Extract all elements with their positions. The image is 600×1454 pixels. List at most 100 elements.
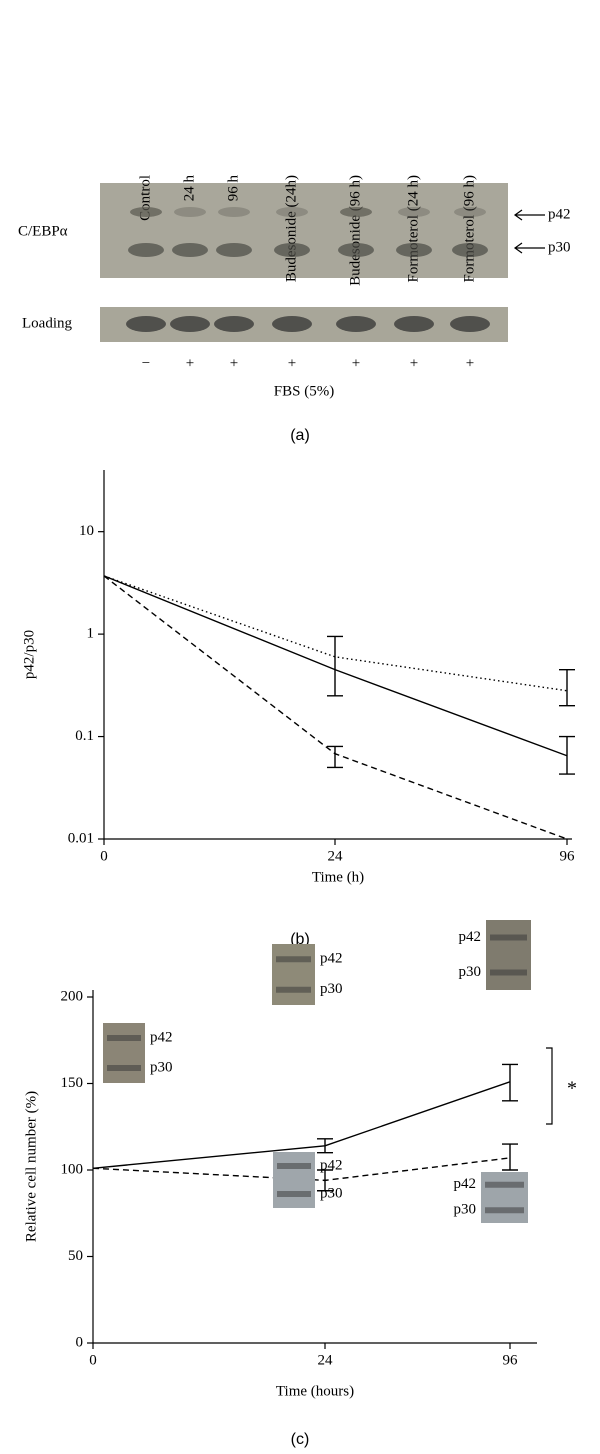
band-arrows [513, 209, 545, 254]
band [274, 243, 310, 257]
band [340, 207, 372, 217]
line [103, 575, 568, 840]
band [276, 207, 308, 217]
band [452, 243, 488, 257]
band [396, 243, 432, 257]
band [214, 316, 254, 332]
inset-band [485, 1207, 524, 1214]
lane-label: Budesonide (96 h) [347, 175, 363, 286]
y-tick-label: 150 [61, 1075, 84, 1091]
band [336, 316, 376, 332]
band [450, 316, 490, 332]
x-axis-label: Time (h) [312, 869, 364, 885]
band-label: p30 [548, 239, 571, 255]
error-bar [502, 1063, 518, 1102]
inset-label: p30 [150, 1059, 173, 1075]
band [398, 207, 430, 217]
fbs-sign: + [410, 355, 418, 371]
lane-label: Formoterol (96 h) [461, 175, 477, 282]
inset-label: p42 [150, 1029, 173, 1045]
error-bar [327, 745, 343, 769]
row-label: Loading [22, 315, 72, 331]
x-tick-label: 96 [503, 1352, 519, 1368]
inset-label: p42 [320, 1157, 343, 1173]
fbs-sign: + [288, 355, 296, 371]
error-bar [317, 1169, 333, 1192]
band-label: p42 [548, 206, 571, 222]
y-tick-label: 0 [76, 1334, 84, 1350]
y-tick-label: 200 [61, 988, 84, 1004]
inset-label: p30 [454, 1202, 477, 1218]
bracket [546, 1047, 553, 1125]
y-axis-label: Relative cell number (%) [23, 1091, 39, 1242]
error-bar [327, 635, 343, 697]
y-tick-label: 1 [87, 626, 95, 642]
panel-label: (b) [290, 931, 310, 948]
error-bar [559, 735, 575, 775]
row-label: C/EBPα [18, 223, 68, 239]
y-axis-label: p42/p30 [21, 630, 37, 679]
lane-label: Budesonide (24h) [283, 175, 299, 282]
inset-label: p42 [320, 951, 343, 967]
inset-band [107, 1065, 141, 1071]
x-tick-label: 0 [89, 1352, 97, 1368]
band [172, 243, 208, 257]
x-tick-label: 24 [328, 848, 344, 864]
inset-label: p42 [459, 929, 482, 945]
y-tick-label: 0.1 [75, 728, 94, 744]
band [338, 243, 374, 257]
axes [103, 470, 572, 840]
panel-label: (a) [290, 427, 310, 444]
error-bar [559, 668, 575, 707]
x-tick-label: 0 [100, 848, 108, 864]
band [394, 316, 434, 332]
line [103, 575, 568, 692]
fbs-sign: + [230, 355, 238, 371]
fbs-sign: − [142, 355, 150, 371]
lane-label: Formoterol (24 h) [405, 175, 421, 282]
inset-blot [486, 920, 531, 990]
inset-blot [103, 1023, 145, 1083]
inset-label: p30 [320, 1185, 343, 1201]
band [128, 243, 164, 257]
annotation: * [567, 1078, 577, 1100]
x-tick-label: 96 [560, 848, 576, 864]
inset-band [107, 1035, 141, 1041]
fbs-label: FBS (5%) [274, 383, 334, 399]
panel-label: (c) [291, 1431, 310, 1448]
inset-band [276, 986, 311, 993]
inset-band [276, 956, 311, 963]
lane-label: 96 h [225, 175, 241, 202]
inset-band [490, 934, 527, 941]
band [218, 207, 250, 217]
error-bar [502, 1143, 518, 1171]
inset-label: p30 [459, 964, 482, 980]
fbs-sign: + [466, 355, 474, 371]
fbs-sign: + [186, 355, 194, 371]
error-bar [317, 1138, 333, 1154]
y-tick-label: 50 [68, 1248, 83, 1264]
band [272, 316, 312, 332]
blot-image [100, 183, 508, 278]
band [170, 316, 210, 332]
inset-label: p42 [454, 1176, 477, 1192]
lane-label: 24 h [181, 175, 197, 202]
band [126, 316, 166, 332]
inset-label: p30 [320, 981, 343, 997]
inset-blot [481, 1172, 528, 1223]
band [454, 207, 486, 217]
x-tick-label: 24 [318, 1352, 334, 1368]
inset-band [277, 1163, 311, 1169]
fbs-sign: + [352, 355, 360, 371]
y-tick-label: 100 [61, 1161, 84, 1177]
band [216, 243, 252, 257]
inset-blot [272, 944, 315, 1005]
inset-band [277, 1191, 311, 1197]
x-axis-label: Time (hours) [276, 1383, 354, 1399]
band [130, 207, 162, 217]
inset-band [490, 969, 527, 976]
y-tick-label: 10 [79, 523, 94, 539]
y-tick-label: 0.01 [68, 830, 94, 846]
band [174, 207, 206, 217]
